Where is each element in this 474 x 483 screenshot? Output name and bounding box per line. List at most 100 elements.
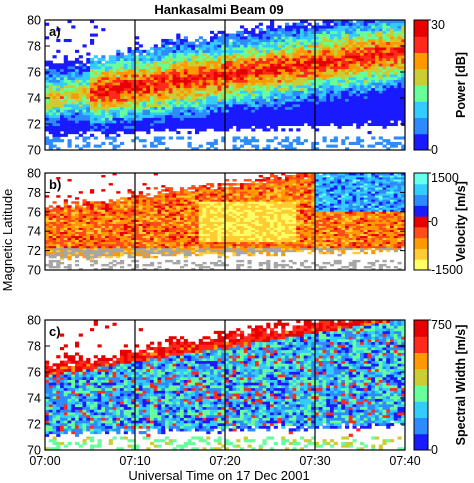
heatmap-cell (138, 221, 143, 224)
heatmap-cell (386, 25, 391, 29)
heatmap-cell (195, 249, 200, 253)
heatmap-cell (352, 52, 357, 56)
heatmap-cell (56, 229, 61, 232)
heatmap-cell (360, 36, 365, 40)
heatmap-cell (195, 128, 200, 132)
heatmap-cell (97, 209, 102, 212)
heatmap-cell (168, 259, 173, 263)
heatmap-cell (90, 133, 95, 137)
heatmap-cell (78, 237, 83, 241)
heatmap-cell (108, 87, 113, 91)
heatmap-cell (161, 44, 166, 48)
heatmap-cell (63, 106, 68, 110)
colorbar-segment (414, 68, 428, 86)
heatmap-cell (150, 144, 155, 148)
heatmap-cell (397, 74, 402, 78)
heatmap-cell (93, 112, 98, 116)
heatmap-cell (288, 52, 293, 56)
heatmap-cell (97, 82, 102, 86)
heatmap-cell (232, 144, 237, 148)
heatmap-cell (146, 60, 151, 64)
heatmap-cell (48, 215, 53, 218)
heatmap-cell (168, 213, 173, 216)
heatmap-cell (356, 22, 361, 26)
heatmap-cell (67, 237, 72, 241)
heatmap-cell (360, 90, 365, 94)
heatmap-cell (371, 60, 376, 64)
heatmap-cell (315, 82, 320, 86)
heatmap-cell (108, 207, 113, 210)
heatmap-cell (138, 235, 143, 239)
heatmap-cell (90, 90, 95, 94)
heatmap-cell (311, 141, 316, 145)
heatmap-cell (157, 106, 162, 110)
heatmap-cell (123, 235, 128, 239)
heatmap-cell (375, 44, 380, 48)
heatmap-cell (93, 219, 98, 222)
heatmap-cell (52, 133, 57, 137)
heatmap-cell (213, 98, 218, 102)
heatmap-cell (108, 217, 113, 220)
heatmap-cell (187, 241, 192, 245)
heatmap-cell (307, 68, 312, 72)
heatmap-cell (75, 93, 80, 97)
heatmap-cell (348, 28, 353, 32)
heatmap-cell (273, 114, 278, 118)
heatmap-cell (363, 112, 368, 116)
heatmap-cell (195, 120, 200, 124)
heatmap-cell (322, 57, 327, 62)
heatmap-cell (213, 209, 218, 212)
heatmap-cell (97, 239, 102, 243)
heatmap-cell (116, 55, 121, 59)
heatmap-cell (142, 90, 147, 94)
heatmap-cell (228, 95, 233, 99)
heatmap-cell (165, 95, 170, 99)
heatmap-cell (360, 66, 365, 70)
heatmap-cell (112, 209, 117, 212)
heatmap-cell (187, 193, 192, 196)
heatmap-cell (311, 68, 316, 72)
heatmap-cell (251, 36, 256, 40)
heatmap-cell (232, 95, 237, 99)
heatmap-cell (378, 68, 383, 72)
heatmap-cell (71, 125, 76, 129)
heatmap-cell (303, 82, 308, 86)
heatmap-cell (277, 52, 282, 56)
heatmap-cell (397, 63, 402, 67)
heatmap-cell (138, 66, 143, 70)
heatmap-cell (146, 128, 151, 132)
heatmap-cells (45, 20, 406, 151)
heatmap-cell (367, 82, 372, 86)
heatmap-cell (45, 90, 50, 94)
heatmap-cell (90, 33, 95, 37)
heatmap-cell (135, 247, 140, 251)
heatmap-cell (168, 223, 173, 226)
heatmap-cell (176, 74, 181, 78)
heatmap-cell (67, 71, 72, 75)
heatmap-cell (180, 125, 185, 129)
heatmap-cell (67, 20, 72, 24)
heatmap-cell (382, 57, 387, 62)
heatmap-cell (262, 87, 267, 91)
heatmap-cell (281, 95, 286, 99)
heatmap-cell (105, 114, 110, 118)
heatmap-cell (71, 249, 76, 253)
heatmap-cell (97, 223, 102, 226)
heatmap-cell (292, 47, 297, 51)
heatmap-cell (397, 95, 402, 99)
heatmap-cell (363, 87, 368, 91)
heatmap-cell (187, 101, 192, 105)
heatmap-cell (236, 36, 241, 40)
heatmap-cell (221, 36, 226, 40)
heatmap-cell (195, 215, 200, 218)
heatmap-cell (97, 98, 102, 102)
heatmap-cell (105, 120, 110, 124)
heatmap-cell (367, 66, 372, 70)
heatmap-cell (180, 82, 185, 86)
heatmap-cell (75, 215, 80, 218)
heatmap-cell (150, 219, 155, 222)
heatmap-cell (386, 57, 391, 62)
heatmap-cell (198, 251, 203, 255)
heatmap-cell (390, 114, 395, 118)
heatmap-cell (146, 68, 151, 72)
